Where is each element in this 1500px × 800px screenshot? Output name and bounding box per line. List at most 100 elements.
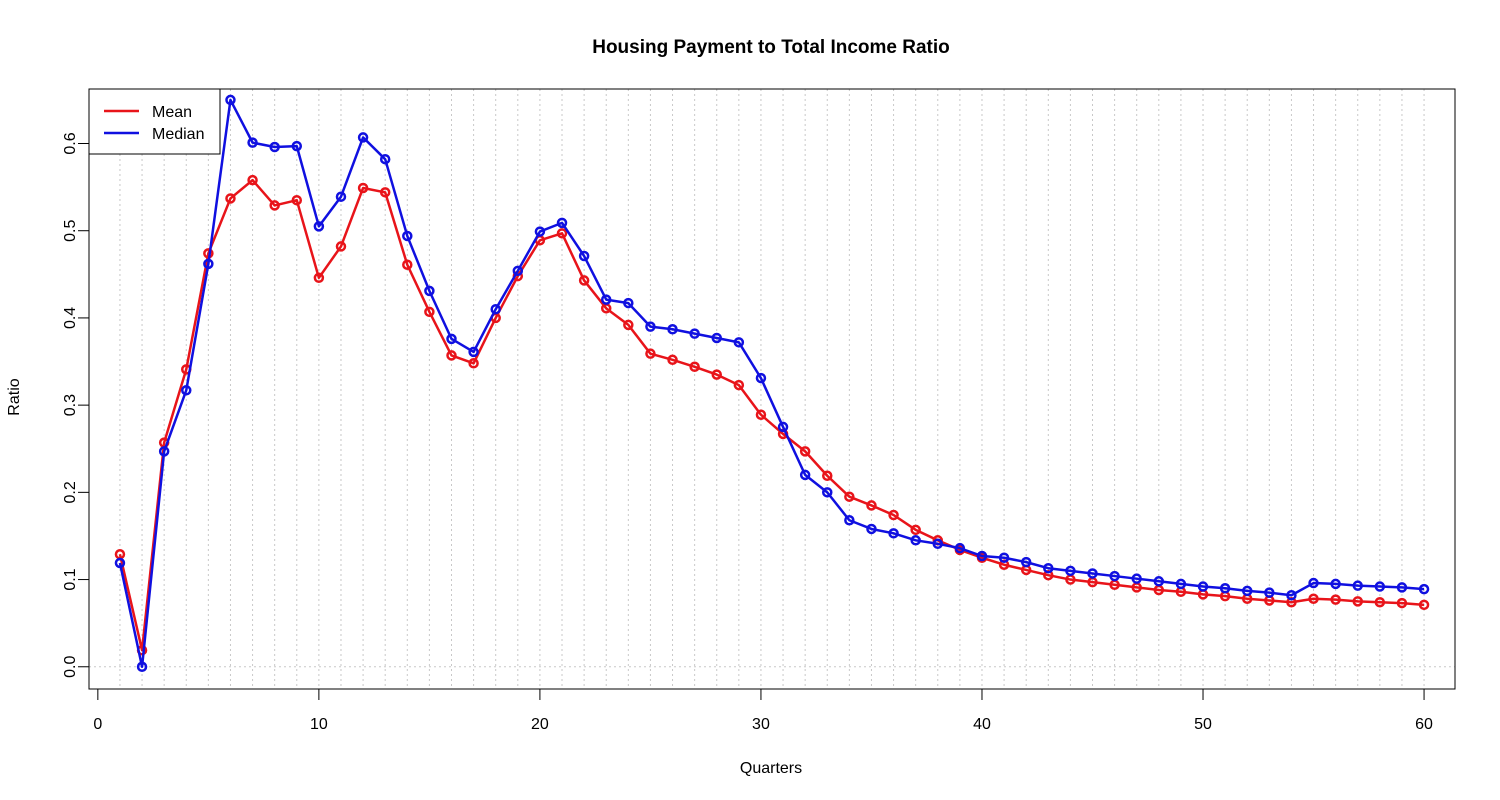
data-point-mean [357, 182, 369, 194]
y-tick-label: 0.4 [62, 307, 79, 329]
y-tick-label: 0.3 [62, 394, 79, 416]
legend-box [88, 88, 221, 155]
y-tick-label: 0.5 [62, 219, 79, 241]
data-point-mean [866, 500, 877, 511]
grid-lines [89, 89, 1455, 689]
data-point-median [932, 538, 944, 550]
data-point-median [1374, 581, 1386, 592]
data-point-median [623, 297, 634, 309]
chart-title: Housing Payment to Total Income Ratio [592, 37, 950, 58]
data-point-mean [446, 350, 457, 361]
data-point-mean [623, 319, 634, 331]
legend: Mean Median [88, 88, 221, 155]
data-point-median [269, 141, 280, 153]
data-point-median [424, 285, 435, 297]
data-point-median [114, 557, 126, 569]
data-point-median [689, 328, 700, 339]
y-axis: 0.0 0.1 0.2 0.3 0.4 0.5 0.6 [62, 132, 90, 678]
data-point-median [181, 385, 192, 396]
x-tick-label: 40 [973, 716, 991, 733]
x-tick-label: 50 [1194, 716, 1212, 733]
data-point-median [600, 294, 612, 305]
data-point-median [777, 421, 789, 433]
data-point-mean [1330, 594, 1341, 605]
data-point-median [1131, 573, 1142, 584]
x-tick-label: 10 [310, 716, 328, 733]
data-point-median [1352, 580, 1363, 591]
data-point-median [1043, 562, 1054, 574]
data-point-mean [291, 194, 303, 206]
data-point-median [512, 265, 524, 277]
data-point-median [866, 523, 877, 535]
data-point-median [247, 137, 258, 148]
data-point-median [733, 337, 745, 348]
series-group [114, 94, 1430, 673]
y-tick-label: 0.1 [62, 568, 79, 590]
data-point-median [755, 372, 767, 384]
data-point-median [534, 226, 546, 237]
data-point-median [1308, 577, 1319, 589]
data-point-median [645, 321, 656, 332]
data-point-mean [910, 524, 921, 536]
legend-label-median: Median [152, 126, 204, 143]
data-point-mean [1396, 597, 1408, 609]
data-point-median [1241, 585, 1253, 597]
data-point-mean [799, 446, 811, 457]
data-point-median [490, 303, 501, 315]
x-tick-label: 60 [1415, 716, 1433, 733]
data-point-median [1219, 583, 1231, 594]
data-point-median [1175, 578, 1187, 590]
data-point-mean [822, 470, 833, 482]
data-point-median [1396, 582, 1408, 593]
data-point-median [1020, 556, 1032, 568]
data-point-median [1065, 565, 1076, 577]
data-point-mean [556, 228, 568, 239]
y-tick-label: 0.6 [62, 132, 79, 154]
data-point-mean [755, 409, 767, 420]
data-point-mean [247, 174, 258, 186]
data-point-median [667, 324, 678, 335]
data-point-median [976, 550, 988, 562]
data-point-median [888, 528, 899, 539]
data-point-mean [379, 187, 391, 198]
data-point-median [711, 332, 722, 344]
data-point-mean [711, 369, 722, 380]
data-point-median [446, 333, 457, 345]
data-point-median [203, 258, 214, 270]
data-point-mean [844, 491, 855, 502]
data-point-median [822, 487, 833, 498]
series-median [114, 94, 1430, 673]
x-axis-label: Quarters [740, 760, 802, 777]
data-point-median [357, 132, 369, 143]
data-point-mean [402, 259, 413, 270]
data-point-median [291, 140, 303, 152]
data-point-mean [1308, 593, 1319, 604]
x-tick-label: 20 [531, 716, 549, 733]
data-point-mean [667, 354, 678, 366]
data-point-median [954, 542, 966, 554]
data-point-median [1197, 581, 1209, 592]
data-point-median [335, 191, 347, 202]
data-point-median [468, 346, 479, 358]
data-point-mean [578, 275, 590, 286]
data-point-median [313, 221, 325, 232]
data-point-median [910, 535, 921, 546]
data-point-median [379, 153, 391, 165]
data-point-mean [424, 306, 435, 318]
data-point-median [578, 250, 590, 262]
data-point-median [225, 94, 236, 106]
data-point-median [844, 515, 855, 526]
data-point-median [1330, 578, 1341, 590]
data-point-mean [468, 358, 479, 369]
data-point-mean [645, 348, 656, 359]
data-point-median [136, 661, 148, 673]
data-point-median [556, 217, 568, 229]
data-point-median [402, 230, 413, 242]
data-point-mean [335, 241, 347, 252]
data-point-mean [888, 509, 899, 521]
x-tick-label: 30 [752, 716, 770, 733]
data-point-median [1286, 590, 1297, 601]
data-point-mean [733, 379, 745, 391]
data-point-median [1153, 576, 1165, 587]
